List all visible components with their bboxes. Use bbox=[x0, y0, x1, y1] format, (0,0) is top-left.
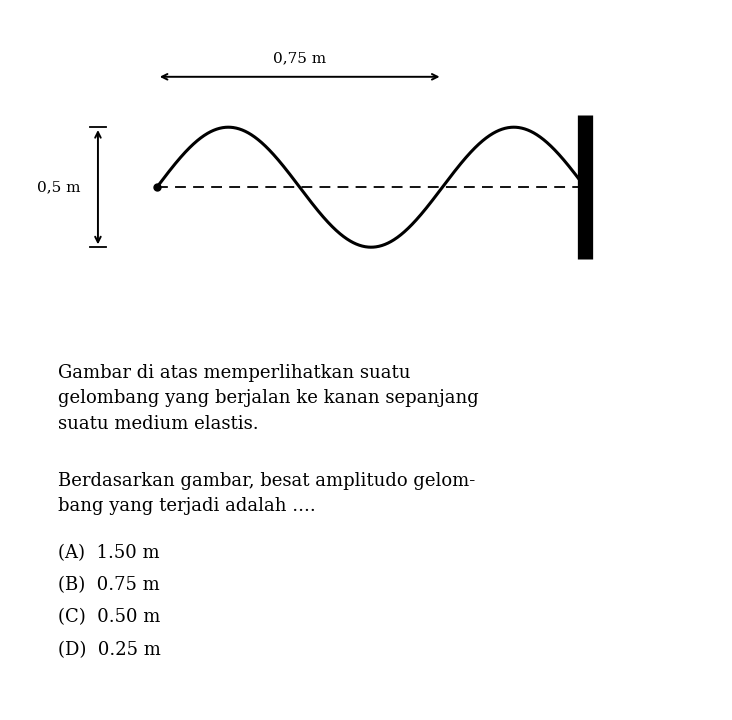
Text: (C)  0.50 m: (C) 0.50 m bbox=[58, 608, 160, 626]
Text: 0,75 m: 0,75 m bbox=[273, 51, 326, 65]
Text: Berdasarkan gambar, besat amplitudo gelom-
bang yang terjadi adalah ....: Berdasarkan gambar, besat amplitudo gelo… bbox=[58, 472, 475, 516]
Text: Gambar di atas memperlihatkan suatu
gelombang yang berjalan ke kanan sepanjang
s: Gambar di atas memperlihatkan suatu gelo… bbox=[58, 364, 479, 433]
Text: (B)  0.75 m: (B) 0.75 m bbox=[58, 576, 160, 594]
Text: (A)  1.50 m: (A) 1.50 m bbox=[58, 544, 160, 562]
Text: 0,5 m: 0,5 m bbox=[37, 180, 81, 194]
Text: (D)  0.25 m: (D) 0.25 m bbox=[58, 641, 160, 659]
